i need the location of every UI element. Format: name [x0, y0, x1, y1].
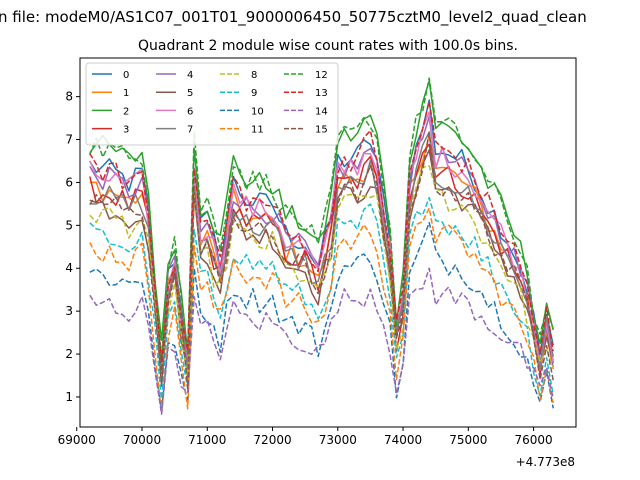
x-tick-label: 73000	[319, 433, 357, 447]
y-tick-label: 6	[65, 175, 73, 189]
legend-label-4: 4	[187, 70, 193, 81]
series-line-11	[89, 207, 554, 415]
x-tick-label: 72000	[253, 433, 291, 447]
x-tick-label: 69000	[58, 433, 96, 447]
legend-label-14: 14	[315, 106, 328, 117]
x-tick-label: 76000	[514, 433, 552, 447]
legend-label-7: 7	[187, 125, 193, 136]
x-tick-label: 74000	[384, 433, 422, 447]
chart-title: Quadrant 2 module wise count rates with …	[138, 38, 518, 54]
series-layer	[89, 77, 554, 415]
y-tick-label: 2	[65, 347, 73, 361]
x-tick-label: 70000	[123, 433, 161, 447]
y-tick-label: 7	[65, 133, 73, 147]
legend-label-1: 1	[123, 88, 129, 99]
legend-label-5: 5	[187, 88, 193, 99]
series-line-14	[89, 267, 554, 415]
y-tick-label: 5	[65, 218, 73, 232]
y-tick-label: 4	[65, 261, 73, 275]
series-line-13	[89, 100, 554, 364]
legend-label-0: 0	[123, 70, 129, 81]
y-axis: 1 2 3 4 5 6 7 8	[65, 90, 80, 404]
legend-label-2: 2	[123, 106, 129, 117]
series-line-15	[89, 132, 554, 390]
x-axis: 69000 70000 71000 72000 73000 74000 75000 76000	[58, 427, 553, 447]
y-tick-label: 3	[65, 304, 73, 318]
plot-frame	[79, 57, 577, 428]
legend-label-15: 15	[315, 125, 328, 136]
series-line-12	[89, 77, 554, 360]
legend-label-8: 8	[251, 70, 257, 81]
legend-label-9: 9	[251, 88, 257, 99]
legend-label-10: 10	[251, 106, 264, 117]
y-tick-label: 8	[65, 90, 73, 104]
legend-label-12: 12	[315, 70, 328, 81]
x-tick-label: 71000	[188, 433, 226, 447]
x-offset-label: +4.773e8	[516, 455, 575, 469]
chart-suptitle: n file: modeM0/AS1C07_001T01_9000006450_…	[0, 8, 587, 27]
x-tick-label: 75000	[449, 433, 487, 447]
legend-box	[85, 62, 339, 146]
series-line-9	[89, 196, 554, 404]
legend-label-3: 3	[123, 125, 129, 136]
legend-label-6: 6	[187, 106, 193, 117]
series-line-10	[89, 221, 554, 413]
legend-label-11: 11	[251, 125, 264, 136]
y-tick-label: 1	[65, 390, 73, 404]
legend-label-13: 13	[315, 88, 328, 99]
